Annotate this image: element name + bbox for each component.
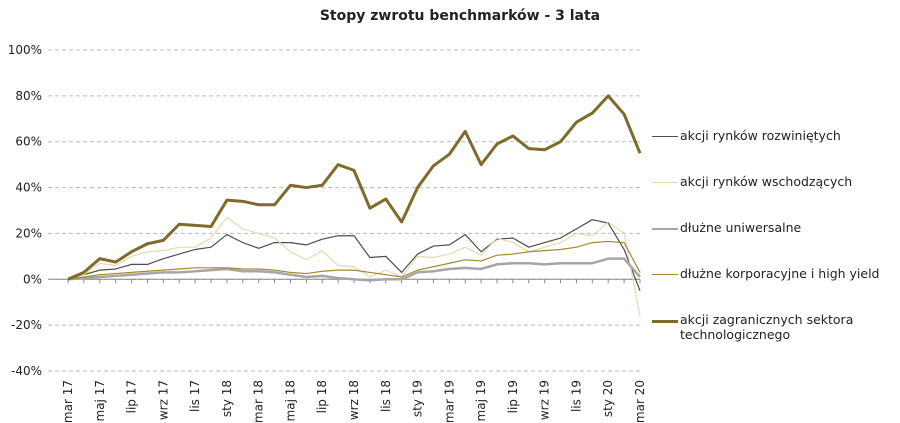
x-tick-label: wrz 17 [156,380,170,420]
legend-label: dłużne uniwersalne [680,220,802,235]
legend-label: akcji rynków rozwiniętych [680,128,841,143]
x-tick-label: mar 19 [442,380,456,423]
x-tick-label: mar 20 [633,380,647,423]
chart-title: Stopy zwrotu benchmarków - 3 lata [320,8,600,24]
x-tick-label: lis 17 [188,380,202,412]
legend-item: akcji rynków rozwiniętych [652,128,897,174]
x-tick-label: wrz 19 [538,380,552,420]
y-tick-label: -40% [11,364,42,378]
series-line [67,219,641,291]
x-tick-label: lis 19 [569,380,583,412]
legend-item: akcji rynków wschodzących [652,174,897,220]
legend-item: dłużne uniwersalne [652,220,897,266]
x-tick-label: lip 17 [125,380,139,413]
x-tick-label: maj 18 [283,380,297,421]
x-tick-label: wrz 18 [347,380,361,420]
y-tick-label: -20% [11,318,42,332]
series-line [67,216,641,317]
legend-label: akcji zagranicznych sektora technologicz… [680,312,854,342]
x-tick-label: maj 19 [474,380,488,421]
legend-swatch [652,274,678,275]
series-line [67,240,641,280]
x-tick-label: mar 17 [61,380,75,423]
legend-label: akcji rynków wschodzących [680,174,853,189]
y-tick-label: 20% [15,226,42,240]
x-tick-label: lip 19 [506,380,520,413]
legend-item: akcji zagranicznych sektora technologicz… [652,312,897,358]
x-tick-label: maj 17 [93,380,107,421]
x-tick-label: lip 18 [315,380,329,413]
legend-label: dłużne korporacyjne i high yield [680,266,880,281]
series-line [67,257,641,282]
legend-swatch [652,182,678,183]
y-tick-label: 80% [15,89,42,103]
x-tick-label: mar 18 [252,380,266,423]
legend-swatch [652,228,678,230]
y-tick-label: 40% [15,181,42,195]
y-tick-label: 0% [23,272,42,286]
x-tick-label: lis 18 [379,380,393,412]
legend-item: dłużne korporacyjne i high yield [652,266,897,312]
y-tick-label: 100% [8,43,42,57]
legend: akcji rynków rozwiniętych akcji rynków ws… [652,128,897,358]
x-tick-label: sty 19 [411,380,425,417]
legend-swatch [652,136,678,137]
series-line [67,94,642,281]
x-tick-label: sty 18 [220,380,234,417]
x-tick-label: sty 20 [601,380,615,417]
y-tick-label: 60% [15,135,42,149]
legend-swatch [652,320,678,323]
